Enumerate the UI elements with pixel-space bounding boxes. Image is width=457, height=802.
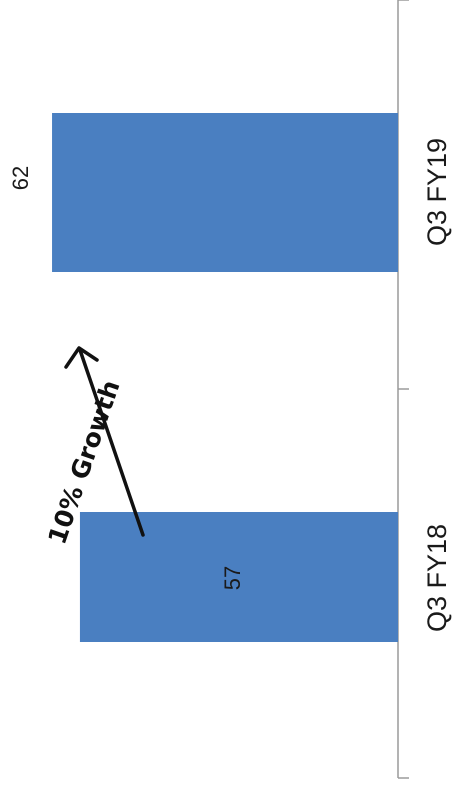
growth-arrow-icon — [64, 346, 145, 537]
bar-q3-fy19 — [52, 113, 398, 272]
data-label-q3-fy18: 57 — [220, 566, 245, 590]
category-label-q3-fy19: Q3 FY19 — [422, 138, 452, 246]
bar-q3-fy18 — [79, 512, 398, 642]
data-label-q3-fy19: 62 — [8, 166, 33, 190]
category-label-q3-fy18: Q3 FY18 — [422, 524, 452, 632]
